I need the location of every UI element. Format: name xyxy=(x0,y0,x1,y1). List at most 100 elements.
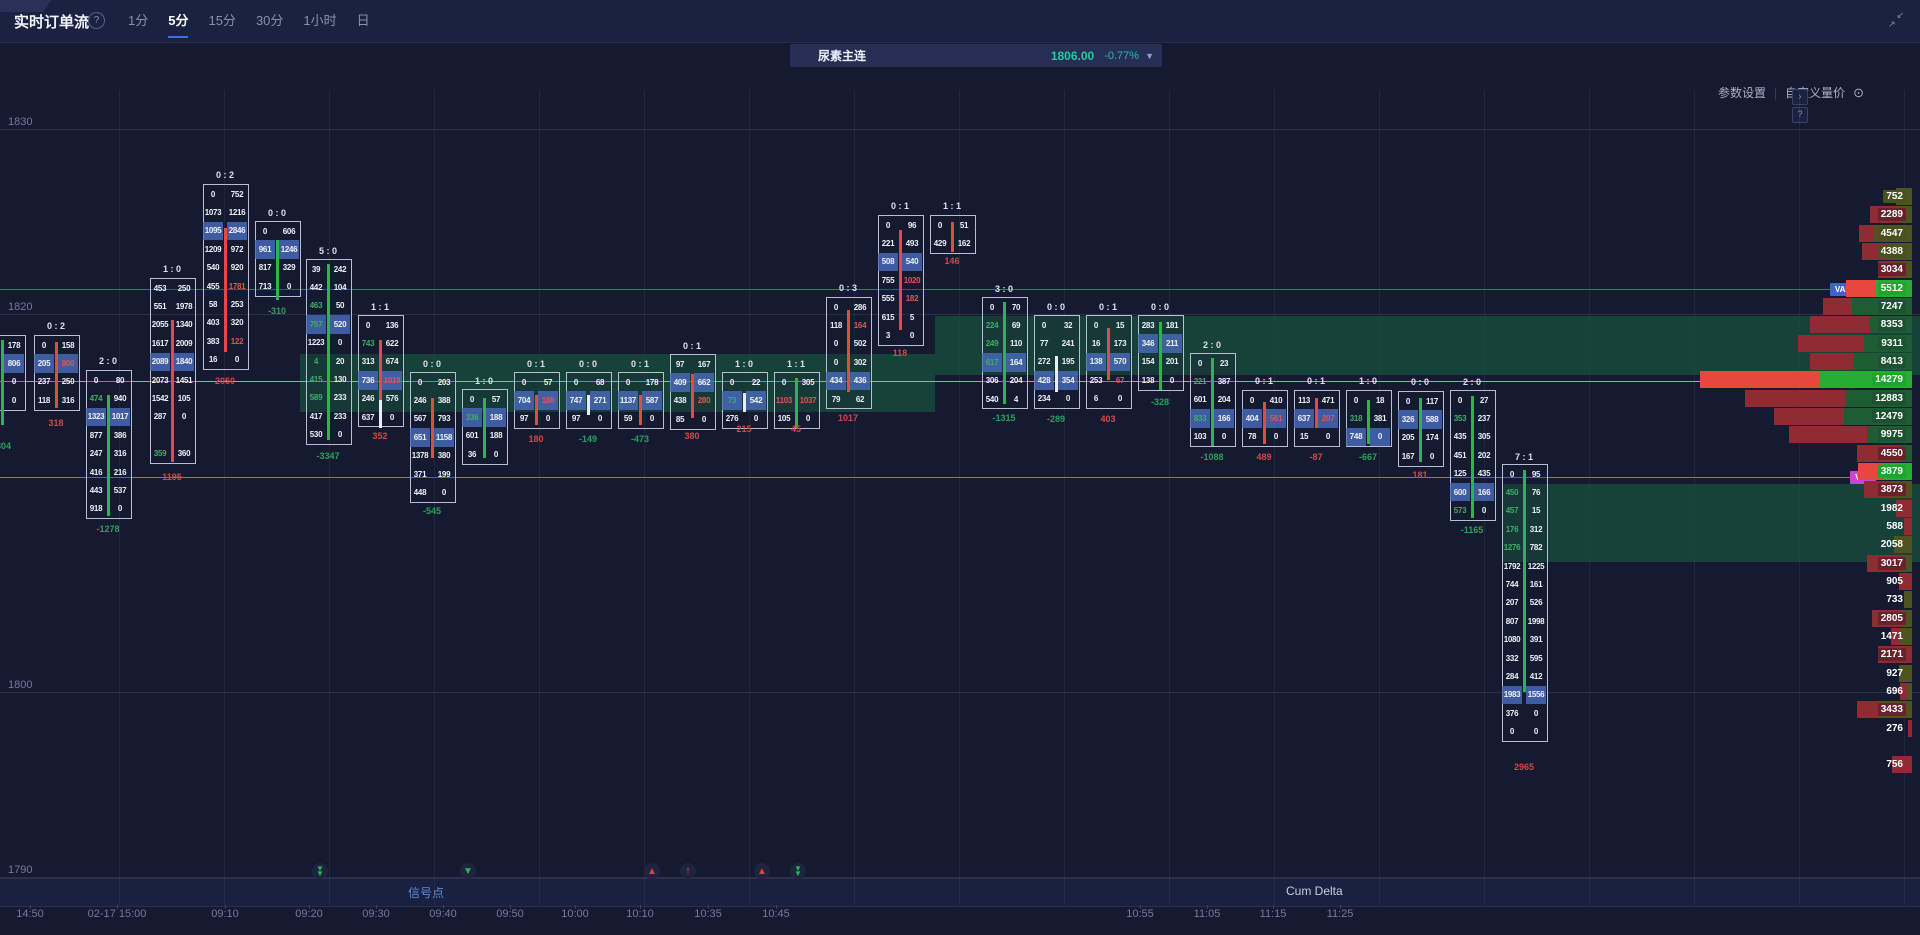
symbol-dropdown[interactable]: 尿素主连 1806.00 -0.77% ▼ xyxy=(790,44,1162,67)
bid-cell: 736 xyxy=(358,371,378,390)
value-area-band xyxy=(935,316,1920,375)
bottom-pane-strip xyxy=(0,878,1920,907)
ask-cell: 167 xyxy=(697,359,711,369)
tab-1分[interactable]: 1分 xyxy=(128,13,149,28)
profile-volume-label: 3034 xyxy=(1877,262,1906,276)
profile-bar-segment xyxy=(1823,297,1852,315)
ask-cell: 0 xyxy=(11,395,17,405)
ask-cell: 1158 xyxy=(434,428,454,447)
bid-cell: 138 xyxy=(1141,375,1155,385)
tab-15分[interactable]: 15分 xyxy=(208,13,236,28)
h-gridline xyxy=(0,692,1920,693)
param-settings-button[interactable]: 参数设置 xyxy=(1717,86,1766,100)
x-axis-label: 10:45 xyxy=(762,908,790,920)
ask-cell: 386 xyxy=(113,430,127,440)
bid-cell: 540 xyxy=(206,263,220,273)
bid-cell: 0 xyxy=(417,377,423,387)
x-axis-label: 11:25 xyxy=(1326,908,1354,920)
profile-bar-segment xyxy=(1908,719,1912,737)
profile-row: 3433 xyxy=(1857,700,1912,718)
bid-cell: 0 xyxy=(1509,727,1515,737)
tab-5分[interactable]: 5分 xyxy=(158,0,198,42)
ask-cell: 0 xyxy=(117,504,123,514)
ask-cell: 188 xyxy=(538,391,558,410)
cumdelta-pane-label[interactable]: Cum Delta xyxy=(1286,884,1343,898)
bid-cell: 16 xyxy=(1091,339,1101,349)
bid-cell: 743 xyxy=(361,339,375,349)
bid-cell: 807 xyxy=(1505,616,1519,626)
ask-cell: 1019 xyxy=(382,371,402,390)
expand-panel-button[interactable]: › xyxy=(1792,89,1808,105)
ask-cell: 166 xyxy=(1214,409,1234,428)
bid-cell: 0 xyxy=(989,302,995,312)
profile-bar-segment xyxy=(1901,444,1912,462)
profile-row: 9311 xyxy=(1798,334,1912,352)
ask-cell: 0 xyxy=(597,414,603,424)
column-delta-label: -3347 xyxy=(316,451,340,461)
bid-cell: 573 xyxy=(1453,506,1467,516)
ask-cell: 110 xyxy=(1009,339,1022,349)
ask-cell: 57 xyxy=(543,377,553,387)
bid-cell: 0 xyxy=(885,220,891,230)
ask-cell: 940 xyxy=(113,394,127,404)
profile-bar-segment xyxy=(1810,352,1854,370)
bid-cell: 463 xyxy=(309,301,323,311)
profile-volume-label: 9311 xyxy=(1878,336,1906,350)
column-imbalance-header: 1 : 1 xyxy=(786,359,806,369)
signal-marker-up: ▲ xyxy=(754,863,770,879)
ask-cell: 305 xyxy=(801,377,815,387)
ask-cell: 2009 xyxy=(175,338,193,348)
ask-cell: 0 xyxy=(1370,427,1390,447)
bid-cell: 0 xyxy=(521,377,527,387)
profile-row: 3034 xyxy=(1877,260,1912,278)
bid-cell: 817 xyxy=(258,263,272,273)
bid-cell: 0 xyxy=(781,377,787,387)
bid-cell: 404 xyxy=(1242,409,1262,428)
page-title: 实时订单流 xyxy=(14,14,90,31)
collapse-icon[interactable]: ↙ ↗ xyxy=(1888,10,1904,29)
column-imbalance-header: 0 : 0 xyxy=(578,359,598,369)
ask-cell: 23 xyxy=(1219,358,1229,368)
y-axis-label: 1820 xyxy=(8,301,33,313)
column-imbalance-header: 5 : 0 xyxy=(318,246,338,256)
ask-cell: 0 xyxy=(909,331,915,341)
panel-help-button[interactable]: ? xyxy=(1792,107,1808,123)
ask-cell: 201 xyxy=(1165,357,1179,367)
tab-日[interactable]: 日 xyxy=(356,13,370,28)
ask-cell: 67 xyxy=(1115,375,1125,385)
bid-cell: 105 xyxy=(777,414,791,424)
bid-cell: 704 xyxy=(514,391,534,410)
profile-bar-segment xyxy=(1789,425,1867,443)
bid-cell: 438 xyxy=(673,396,687,406)
help-icon[interactable]: ? xyxy=(88,12,105,29)
tab-1小时[interactable]: 1小时 xyxy=(303,13,337,28)
column-delta-label: -289 xyxy=(1046,414,1066,424)
profile-row: 927 xyxy=(1886,664,1912,682)
signal-pane-label[interactable]: 信号点 xyxy=(408,886,445,900)
column-delta-label: 180 xyxy=(528,434,544,444)
ask-cell: 57 xyxy=(491,394,501,404)
bid-cell: 551 xyxy=(153,302,167,312)
bid-cell: 451 xyxy=(1453,450,1467,460)
bid-cell: 0 xyxy=(1249,395,1255,405)
bid-cell: 1095 xyxy=(203,221,223,241)
bid-cell: 221 xyxy=(881,239,895,249)
v-gridline xyxy=(749,90,750,905)
profile-volume-label: 3017 xyxy=(1877,556,1906,570)
bid-cell: 601 xyxy=(465,431,479,441)
ask-cell: 0 xyxy=(701,414,707,424)
ask-cell: 164 xyxy=(1006,353,1026,372)
bid-cell: 0 xyxy=(469,394,475,404)
v-gridline xyxy=(434,90,435,905)
v-gridline xyxy=(1064,90,1065,905)
v-gridline xyxy=(224,90,225,905)
bid-cell: 0 xyxy=(262,226,268,236)
bid-cell: 1223 xyxy=(307,338,325,348)
signal-marker-double-down: ▼ ▼ xyxy=(790,863,806,879)
gear-icon[interactable]: ⊙ xyxy=(1853,84,1864,100)
ask-cell: 161 xyxy=(1529,580,1543,590)
profile-volume-label: 9975 xyxy=(1877,427,1906,441)
column-delta-label: 215 xyxy=(736,424,752,434)
tab-30分[interactable]: 30分 xyxy=(255,13,284,28)
candle-line xyxy=(846,310,850,392)
